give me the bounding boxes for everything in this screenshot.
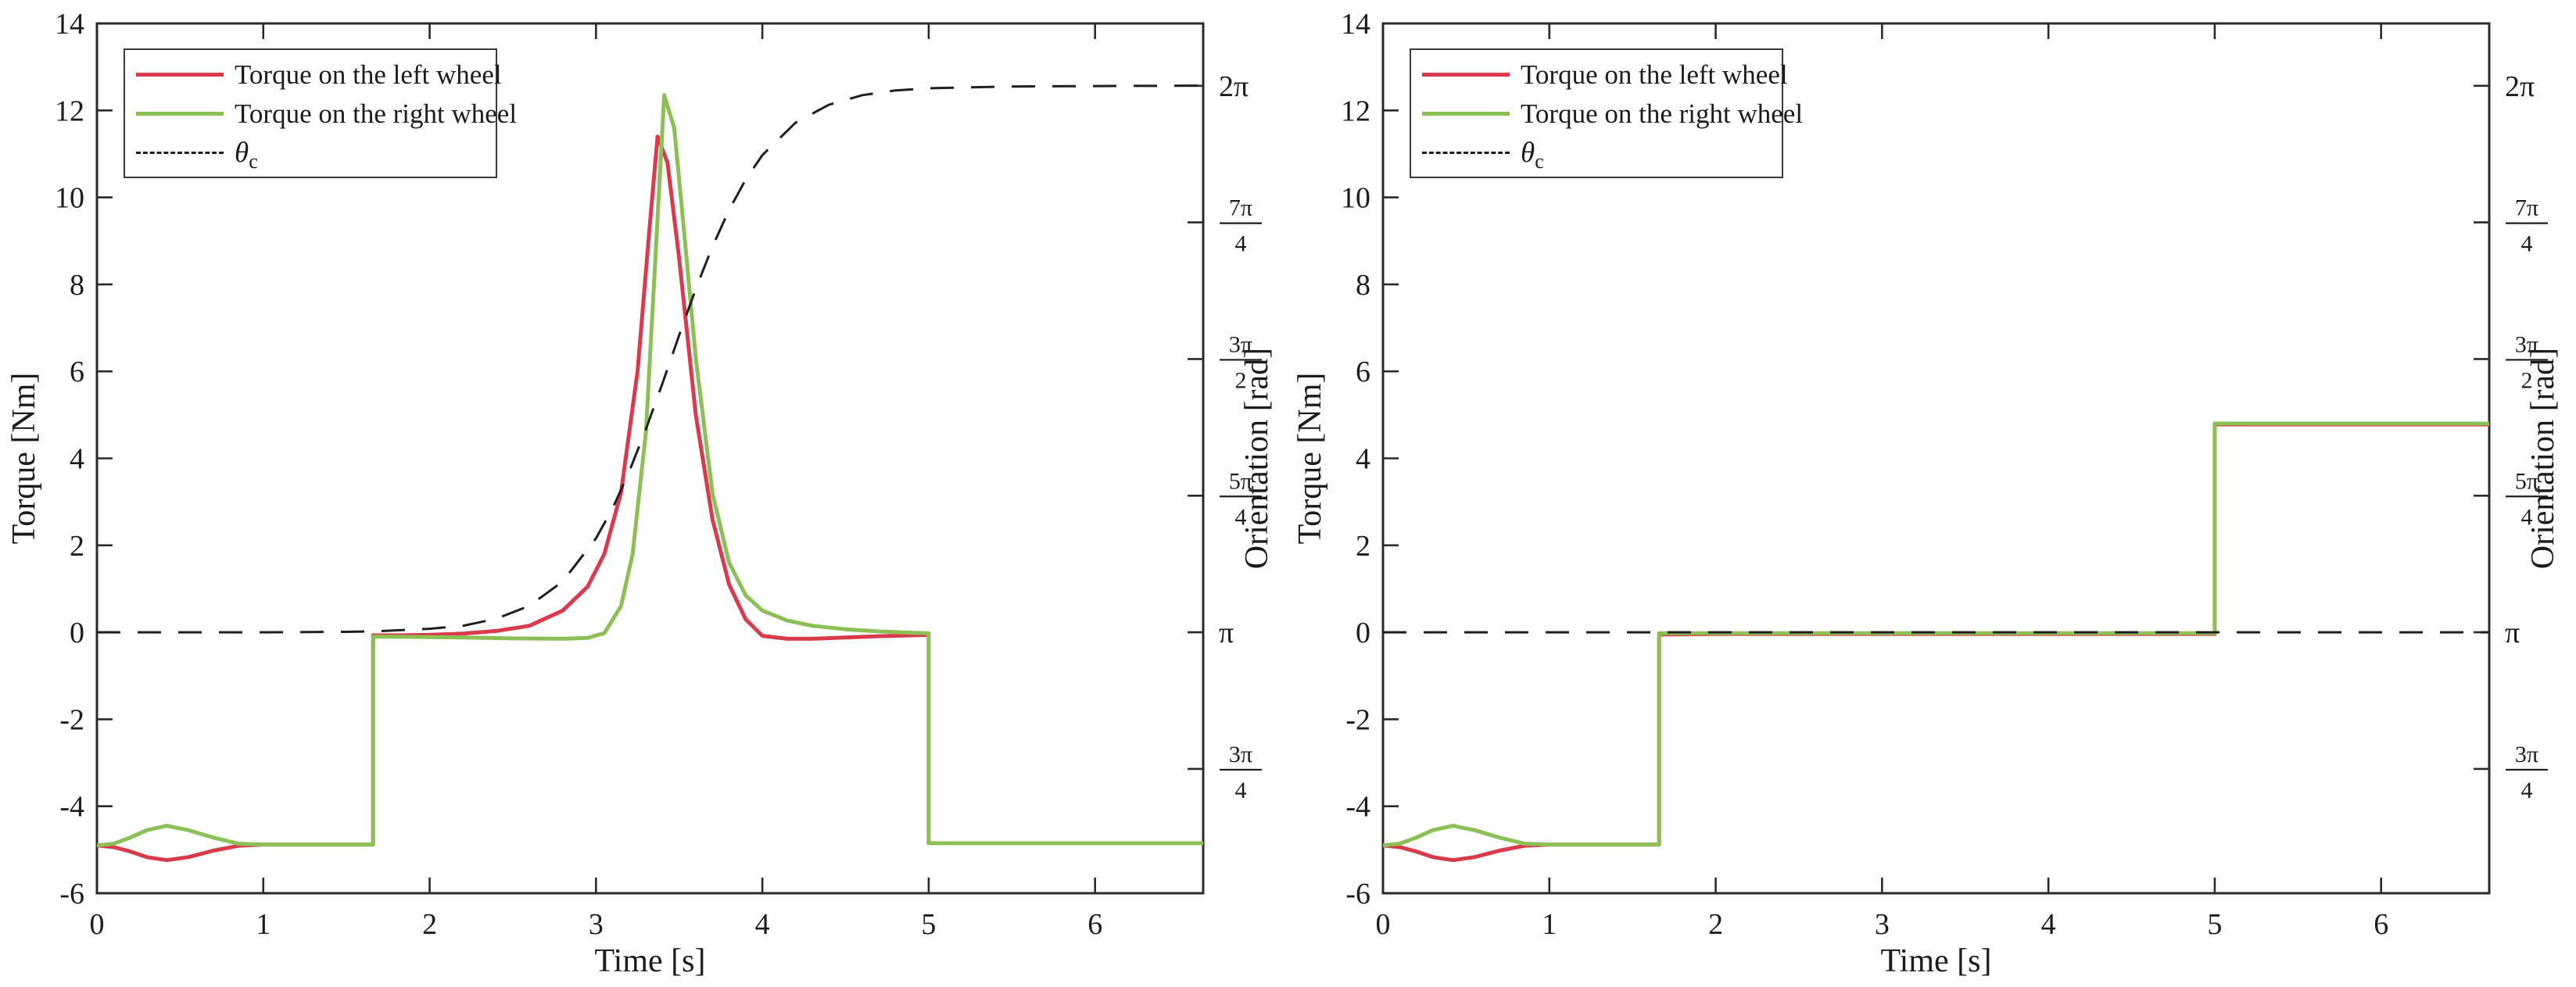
right-tick-label: π xyxy=(2505,617,2520,649)
y-tick-label: 2 xyxy=(1356,530,1370,563)
y-tick-label: -2 xyxy=(59,703,84,736)
legend-entry-right-wheel: Torque on the right wheel xyxy=(1422,94,1803,133)
legend-line-theta-c xyxy=(136,151,224,154)
y-tick-label: 10 xyxy=(55,182,84,215)
right-tick-label-numerator: 3π xyxy=(2515,742,2538,767)
x-tick-label: 4 xyxy=(755,908,770,941)
right-tick-label-numerator: 5π xyxy=(2515,468,2538,494)
x-tick-label: 0 xyxy=(90,908,105,941)
x-tick-label: 6 xyxy=(1087,908,1102,941)
legend-label-left-wheel: Torque on the left wheel xyxy=(235,59,502,90)
x-tick-label: 1 xyxy=(1542,908,1557,941)
x-axis-label: Time [s] xyxy=(1881,943,1992,979)
legend-entry-theta-c: θc xyxy=(136,133,485,172)
y-tick-label: 10 xyxy=(1341,182,1370,215)
right-torque-chart: 0 1 2 3 4 5 6-6-4-2024681012143π4π5π43π27π42πT… xyxy=(1292,8,2561,979)
legend-entry-right-wheel: Torque on the right wheel xyxy=(136,94,517,133)
y-axis-label-left: Torque [Nm] xyxy=(1292,373,1328,545)
legend-line-right-wheel xyxy=(136,111,224,116)
y-axis-label-right: Orientation [rad] xyxy=(1239,348,1275,569)
y-tick-label: 4 xyxy=(1356,443,1370,476)
legend-right-chart: Torque on the left wheel Torque on the r… xyxy=(1410,48,1803,178)
right-tick-label-denominator: 2 xyxy=(1235,367,1247,393)
x-tick-label: 3 xyxy=(589,908,604,941)
right-tick-label-denominator: 4 xyxy=(2521,778,2533,803)
y-tick-label: -2 xyxy=(1345,703,1370,736)
legend-line-left-wheel xyxy=(1422,72,1510,77)
x-tick-label: 5 xyxy=(2207,908,2222,941)
x-tick-label: 2 xyxy=(422,908,437,941)
right-tick-label-numerator: 5π xyxy=(1229,468,1252,494)
right-tick-label-denominator: 4 xyxy=(1235,778,1247,803)
y-tick-label: -4 xyxy=(1345,791,1370,824)
right-tick-label: 2π xyxy=(2505,70,2535,103)
right-tick-label-numerator: 7π xyxy=(2515,195,2538,221)
right-tick-label-denominator: 4 xyxy=(2521,504,2533,530)
series-left_wheel-line xyxy=(96,134,1203,863)
right-tick-label-numerator: 3π xyxy=(2515,331,2538,357)
x-tick-label: 2 xyxy=(1708,908,1723,941)
y-tick-label: -6 xyxy=(1345,878,1370,910)
legend-entry-left-wheel: Torque on the left wheel xyxy=(136,55,502,94)
x-tick-label: 0 xyxy=(1376,908,1391,941)
y-tick-label: 14 xyxy=(55,8,84,41)
series-right_wheel-line xyxy=(96,93,1203,848)
y-axis-label-left: Torque [Nm] xyxy=(6,373,42,545)
right-tick-label-numerator: 7π xyxy=(1229,195,1252,221)
right-tick-label: 2π xyxy=(1219,70,1249,103)
y-tick-label: 12 xyxy=(55,95,84,127)
right-tick-label-denominator: 4 xyxy=(2521,231,2533,257)
y-tick-label: 14 xyxy=(1341,8,1370,41)
legend-label-right-wheel: Torque on the right wheel xyxy=(235,98,518,129)
legend-line-left-wheel xyxy=(136,72,224,77)
y-tick-label: 2 xyxy=(70,530,84,563)
legend-line-right-wheel xyxy=(1422,111,1510,116)
y-tick-label: 8 xyxy=(1356,269,1370,302)
x-tick-label: 4 xyxy=(2041,908,2056,941)
x-axis-label: Time [s] xyxy=(595,943,706,979)
y-tick-label: 6 xyxy=(1356,356,1370,388)
legend-entry-left-wheel: Torque on the left wheel xyxy=(1422,55,1788,94)
right-tick-label: π xyxy=(1219,617,1234,649)
legend-label-left-wheel: Torque on the left wheel xyxy=(1521,59,1788,90)
legend-entry-theta-c: θc xyxy=(1422,133,1771,172)
legend-label-theta-c: θc xyxy=(235,136,258,173)
legend-line-theta-c xyxy=(1422,151,1510,154)
legend-label-theta-c: θc xyxy=(1521,136,1544,173)
right-tick-label-denominator: 4 xyxy=(1235,504,1247,530)
series-left_wheel-line xyxy=(1382,422,2489,863)
right-tick-label-denominator: 2 xyxy=(2521,367,2533,393)
right-tick-label-numerator: 3π xyxy=(1229,742,1252,767)
y-tick-label: 8 xyxy=(70,269,84,302)
y-tick-label: 0 xyxy=(70,617,84,649)
y-tick-label: -6 xyxy=(59,878,84,910)
x-tick-label: 1 xyxy=(256,908,270,941)
y-tick-label: 6 xyxy=(70,356,84,388)
legend-left-chart: Torque on the left wheel Torque on the r… xyxy=(124,48,517,178)
y-tick-label: 0 xyxy=(1356,617,1370,649)
x-tick-label: 5 xyxy=(921,908,936,941)
right-tick-label-denominator: 4 xyxy=(1235,231,1247,257)
series-right_wheel-line xyxy=(1382,421,2489,848)
y-tick-label: 4 xyxy=(70,443,84,476)
y-axis-label-right: Orientation [rad] xyxy=(2525,348,2561,569)
legend-label-right-wheel: Torque on the right wheel xyxy=(1521,98,1804,129)
right-tick-label-numerator: 3π xyxy=(1229,331,1252,357)
y-tick-label: -4 xyxy=(59,791,84,824)
left-torque-chart: 0 1 2 3 4 5 6-6-4-2024681012143π4π5π43π27π42πT… xyxy=(6,8,1275,979)
x-tick-label: 6 xyxy=(2374,908,2388,941)
x-tick-label: 3 xyxy=(1875,908,1890,941)
y-tick-label: 12 xyxy=(1341,95,1370,127)
